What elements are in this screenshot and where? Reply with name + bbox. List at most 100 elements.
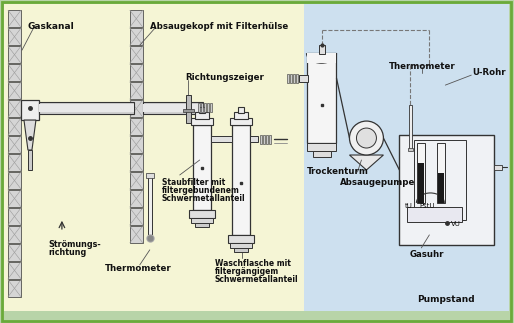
- Text: Absaugekopf mit Filterhülse: Absaugekopf mit Filterhülse: [150, 22, 288, 31]
- Bar: [211, 136, 232, 142]
- Bar: [189, 210, 215, 218]
- Text: Staubfilter mit: Staubfilter mit: [162, 178, 225, 187]
- Bar: [234, 112, 248, 119]
- Bar: [204, 103, 206, 112]
- Bar: [8, 118, 21, 135]
- Circle shape: [357, 128, 376, 148]
- Bar: [130, 208, 143, 225]
- Bar: [287, 74, 288, 83]
- Bar: [4, 4, 304, 311]
- Bar: [191, 218, 213, 223]
- Text: Thermometer: Thermometer: [105, 264, 172, 273]
- Text: Gaskanal: Gaskanal: [28, 22, 75, 31]
- Polygon shape: [350, 155, 383, 170]
- Bar: [8, 100, 21, 117]
- Bar: [8, 64, 21, 81]
- Bar: [230, 118, 252, 125]
- Bar: [8, 226, 21, 243]
- Bar: [130, 46, 143, 63]
- Bar: [8, 46, 21, 63]
- Bar: [199, 107, 205, 113]
- Bar: [306, 53, 337, 63]
- Bar: [269, 135, 270, 144]
- Bar: [8, 172, 21, 189]
- Text: Schwermetallanteil: Schwermetallanteil: [162, 194, 245, 203]
- Text: filtergebundenem: filtergebundenem: [162, 186, 240, 195]
- Bar: [21, 100, 39, 120]
- Bar: [304, 4, 509, 311]
- Text: Richtungszeiger: Richtungszeiger: [186, 73, 265, 82]
- Bar: [130, 82, 143, 99]
- Bar: [414, 140, 466, 220]
- Bar: [143, 102, 203, 114]
- Bar: [8, 262, 21, 279]
- Text: VU: VU: [451, 221, 461, 227]
- Bar: [130, 64, 143, 81]
- Bar: [195, 223, 209, 227]
- Bar: [193, 125, 211, 210]
- Text: Schwermetallanteil: Schwermetallanteil: [215, 275, 298, 284]
- Bar: [8, 28, 21, 45]
- Bar: [438, 173, 444, 203]
- Bar: [130, 154, 143, 171]
- Bar: [130, 190, 143, 207]
- Bar: [207, 103, 209, 112]
- Bar: [263, 135, 265, 144]
- Bar: [409, 148, 413, 151]
- Bar: [8, 82, 21, 99]
- Bar: [210, 103, 212, 112]
- Bar: [198, 103, 200, 112]
- Bar: [409, 105, 412, 150]
- Text: richtung: richtung: [48, 248, 86, 257]
- Bar: [148, 175, 152, 235]
- Bar: [182, 109, 194, 112]
- Bar: [234, 248, 248, 252]
- Bar: [228, 235, 253, 243]
- Bar: [313, 151, 331, 157]
- Text: Gasuhr: Gasuhr: [409, 250, 444, 259]
- Text: Trockenturm: Trockenturm: [306, 167, 369, 176]
- Bar: [266, 135, 268, 144]
- Bar: [39, 104, 134, 112]
- Bar: [28, 150, 32, 170]
- Bar: [130, 172, 143, 189]
- Text: filtergängigem: filtergängigem: [215, 267, 279, 276]
- Bar: [260, 135, 262, 144]
- Text: Waschflasche mit: Waschflasche mit: [215, 259, 290, 268]
- Bar: [8, 208, 21, 225]
- Bar: [8, 280, 21, 297]
- Bar: [289, 74, 291, 83]
- Bar: [296, 74, 298, 83]
- Text: PstU: PstU: [419, 203, 435, 209]
- Bar: [8, 244, 21, 261]
- Bar: [418, 163, 425, 203]
- Bar: [237, 107, 244, 113]
- Text: Thermometer: Thermometer: [389, 62, 456, 71]
- Circle shape: [350, 121, 383, 155]
- Bar: [195, 112, 209, 119]
- Bar: [232, 125, 250, 235]
- Bar: [39, 102, 134, 114]
- Text: U-Rohr: U-Rohr: [472, 68, 506, 77]
- Bar: [306, 143, 337, 151]
- Bar: [146, 173, 154, 178]
- Bar: [292, 74, 295, 83]
- Bar: [494, 165, 502, 170]
- Bar: [299, 75, 307, 82]
- Bar: [186, 95, 191, 123]
- Bar: [306, 53, 337, 143]
- Bar: [417, 143, 426, 203]
- Bar: [130, 136, 143, 153]
- Bar: [250, 136, 258, 142]
- Text: Pumpstand: Pumpstand: [417, 295, 475, 304]
- Bar: [319, 45, 324, 54]
- Bar: [437, 143, 445, 203]
- Bar: [130, 226, 143, 243]
- Bar: [399, 135, 494, 245]
- Bar: [230, 243, 252, 248]
- Bar: [408, 207, 462, 222]
- Bar: [8, 154, 21, 171]
- Bar: [8, 10, 21, 27]
- Text: Strömungs-: Strömungs-: [48, 240, 101, 249]
- Bar: [8, 136, 21, 153]
